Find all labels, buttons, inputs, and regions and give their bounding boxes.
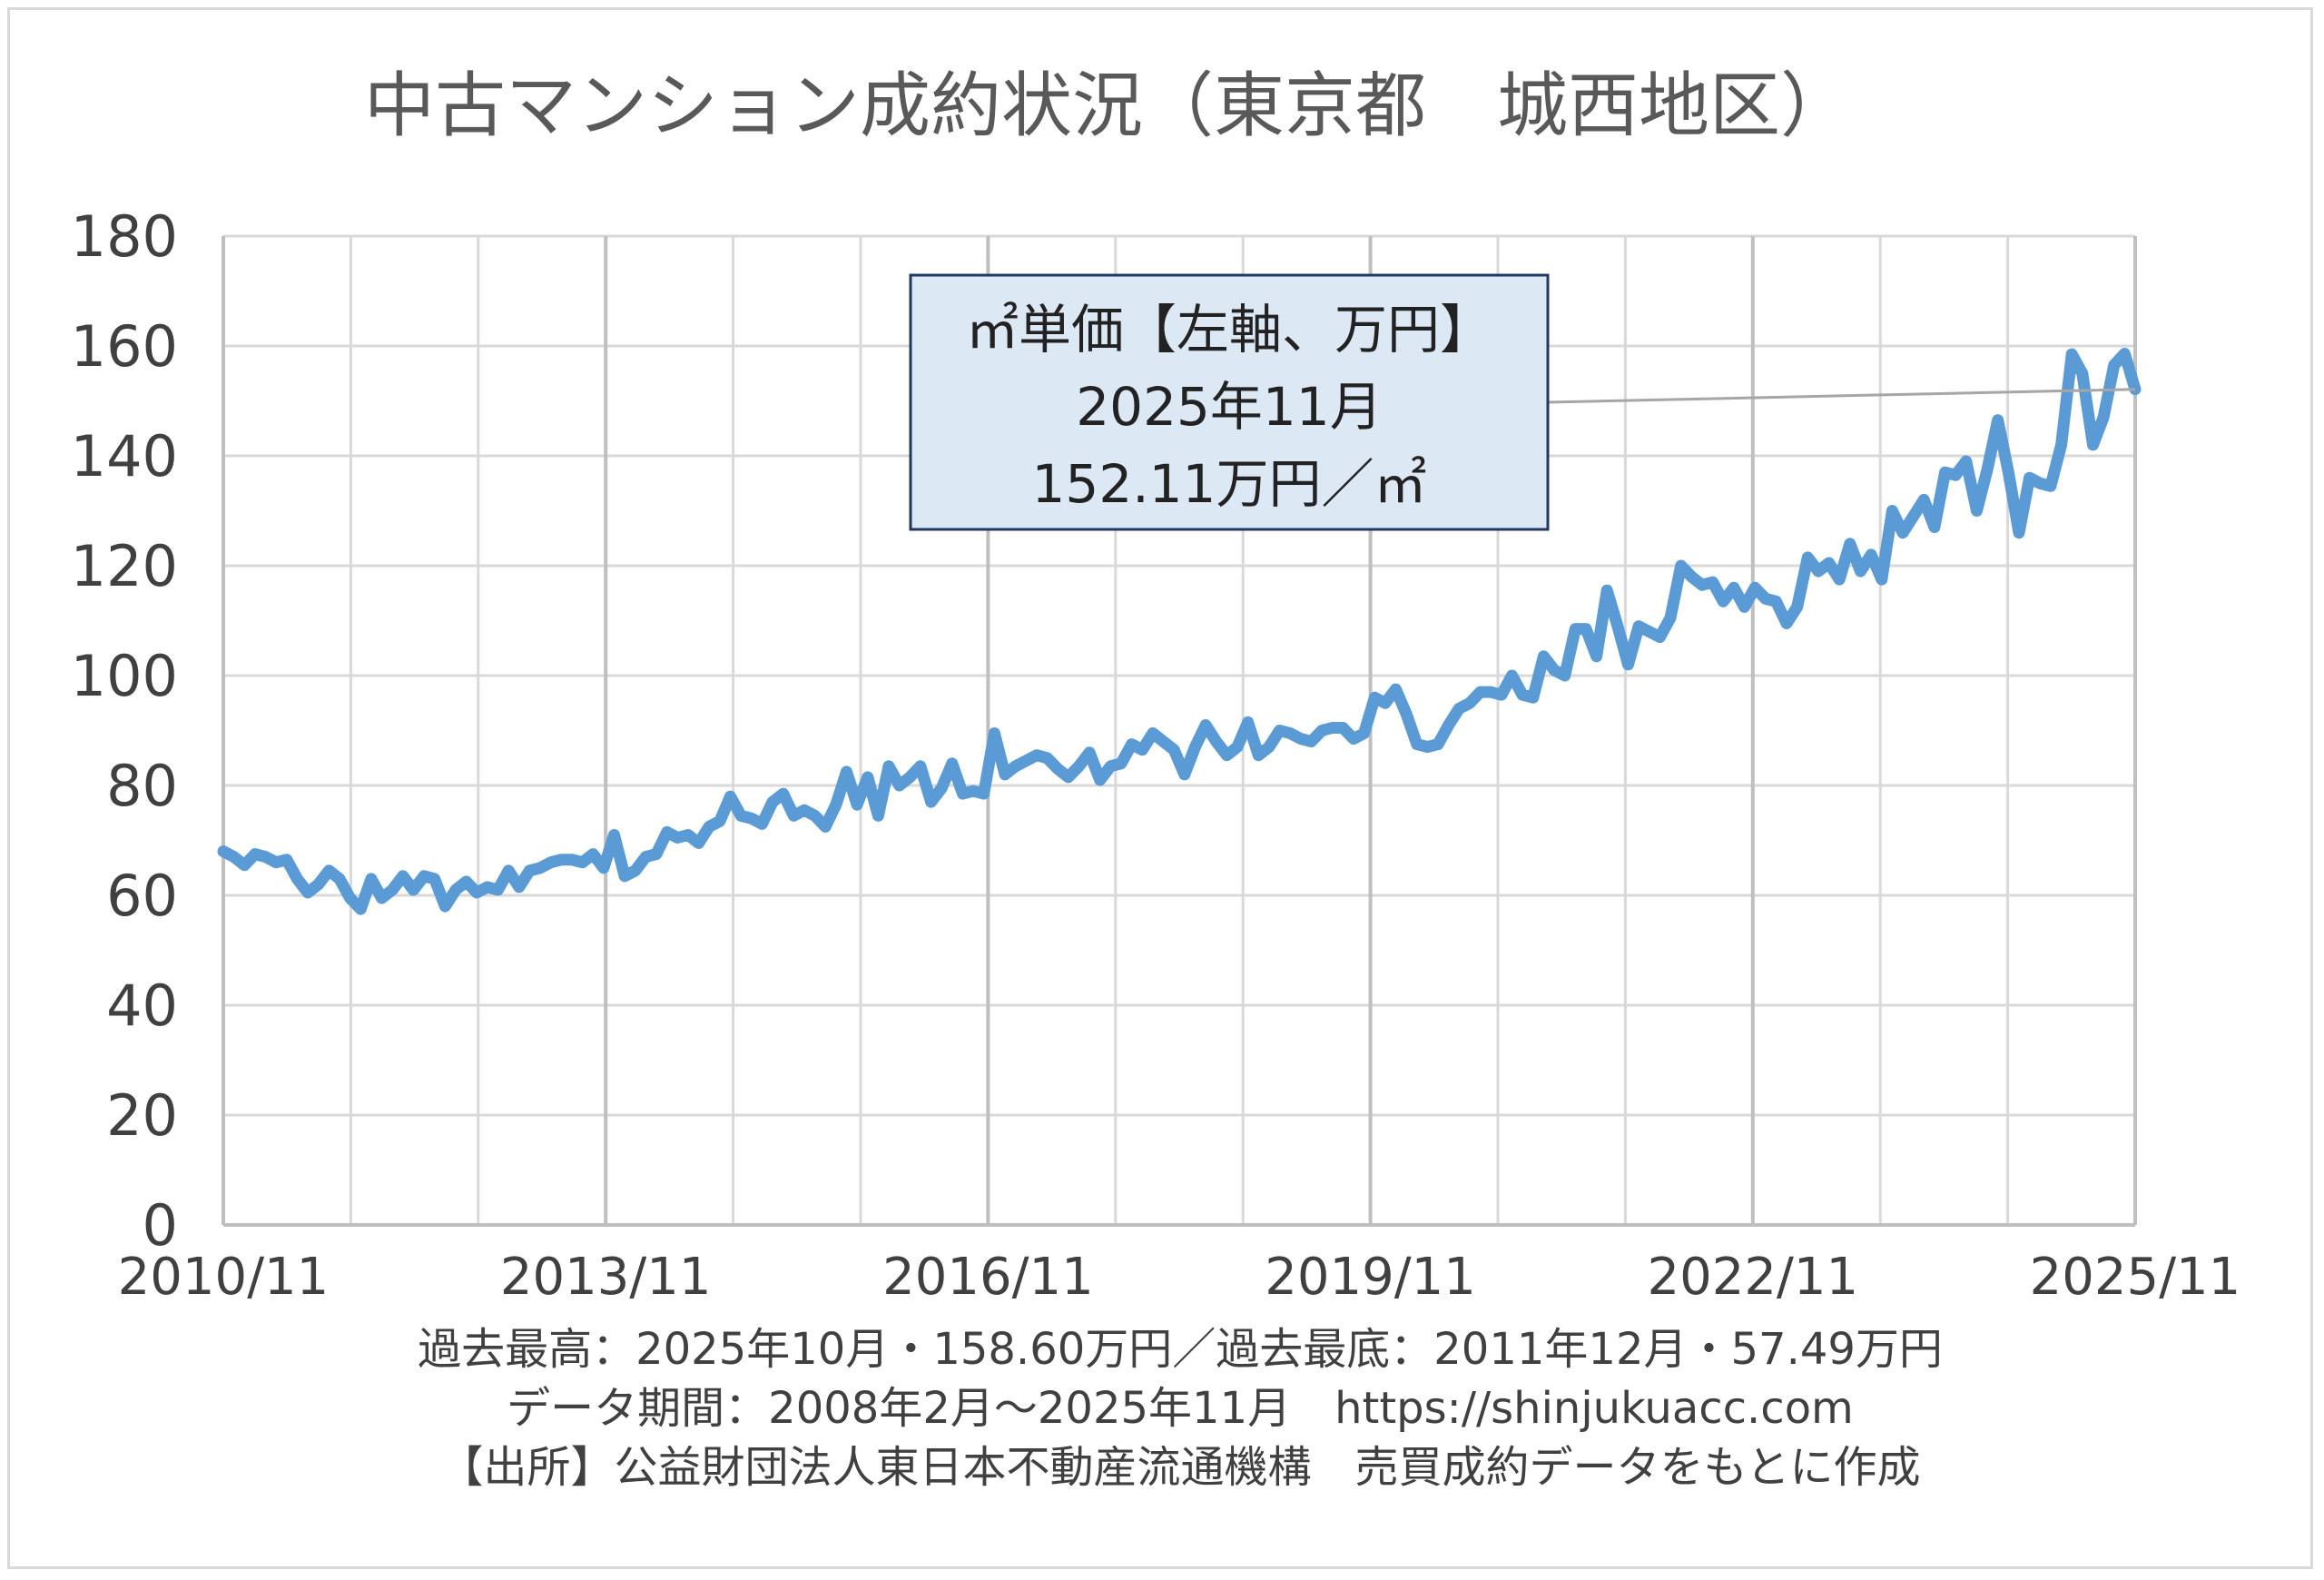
x-tick-label: 2019/11 <box>1265 1248 1476 1307</box>
annotation-line-1: ㎡単価【左軸、万円】 <box>966 299 1492 360</box>
y-tick-label: 20 <box>106 1082 178 1149</box>
y-tick-label: 100 <box>71 643 178 709</box>
x-tick-label: 2025/11 <box>2030 1248 2241 1307</box>
y-tick-label: 140 <box>71 423 178 489</box>
footer-source-note: 【出所】公益財団法人東日本不動産流通機構 売買成約データをもとに作成 <box>439 1442 1920 1493</box>
x-tick-label: 2022/11 <box>1647 1248 1858 1307</box>
series-layer <box>217 348 2142 915</box>
y-tick-label: 60 <box>106 863 178 929</box>
y-tick-label: 0 <box>143 1192 178 1259</box>
annotation-box <box>909 273 1550 531</box>
annotation-line-3: 152.11万円／㎡ <box>1032 453 1427 515</box>
chart-title: 中古マンション成約状況（東京都 城西地区） <box>364 65 1851 147</box>
y-tick-label: 160 <box>71 313 178 380</box>
x-tick-label: 2010/11 <box>118 1248 330 1307</box>
y-tick-label: 80 <box>106 753 178 819</box>
x-tick-label: 2016/11 <box>882 1248 1094 1307</box>
x-tick-label: 2013/11 <box>500 1248 712 1307</box>
y-tick-label: 40 <box>106 973 178 1039</box>
y-tick-label: 180 <box>71 203 178 270</box>
footer-record-note: 過去最高：2025年10月・158.60万円／過去最底：2011年12月・57.… <box>418 1324 1943 1375</box>
chart-frame <box>7 7 2313 1569</box>
y-tick-label: 120 <box>71 533 178 599</box>
series-line <box>217 348 2142 915</box>
annotation-leader-line <box>1547 388 2136 404</box>
footer-period-note: データ期間：2008年2月～2025年11月 https://shinjukua… <box>507 1383 1854 1434</box>
x-axis-ticks: 2010/11 2013/11 2016/11 2019/11 2022/11 2025/… <box>118 1248 2241 1307</box>
annotation-line-2: 2025年11月 <box>1076 376 1382 438</box>
y-axis-ticks: 0 20 40 60 80 100 120 140 160 180 <box>71 203 178 1259</box>
